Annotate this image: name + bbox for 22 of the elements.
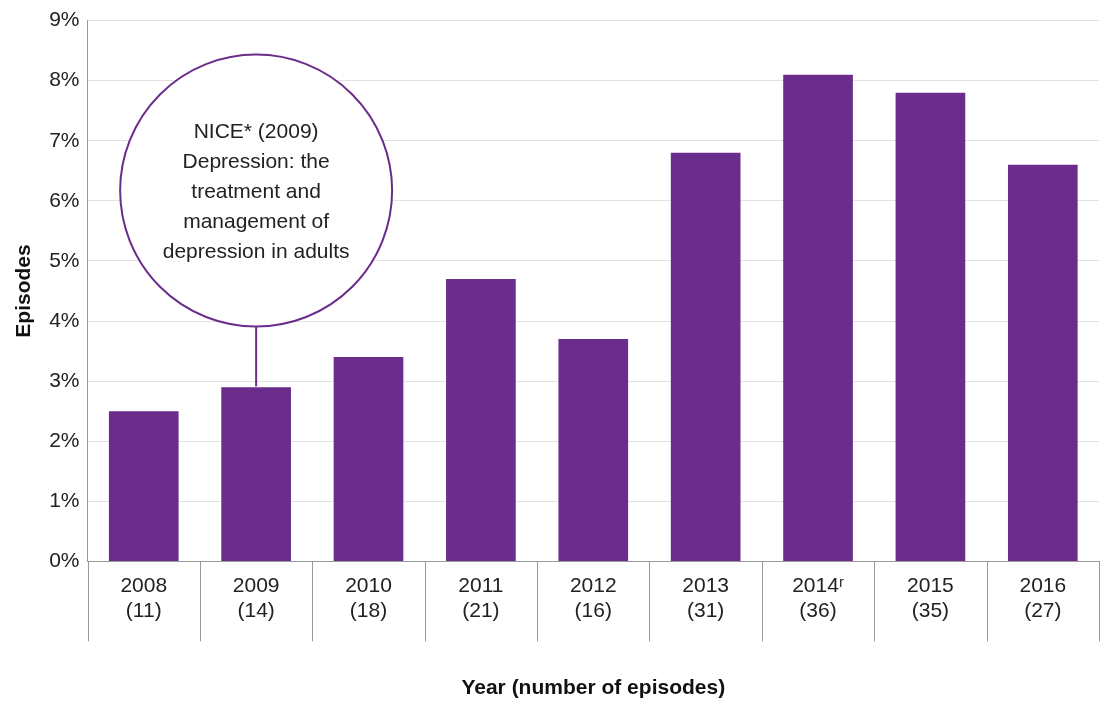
x-axis-title: Year (number of episodes) [461, 675, 726, 699]
x-tick-label: 2016 (27) [1019, 572, 1067, 621]
x-tick-label: 2012 (16) [569, 572, 617, 621]
x-tick-label: 2014ʳ (36) [792, 572, 844, 621]
x-tick-label: 2013 (31) [682, 572, 730, 621]
y-tick-label: 5% [49, 247, 80, 271]
x-tick-label: 2009 (14) [232, 572, 280, 621]
y-tick-label: 4% [49, 307, 80, 331]
x-tick-label: 2008 (11) [120, 572, 168, 621]
x-tick-label: 2015 (35) [907, 572, 954, 621]
annotation: NICE* (2009) Depression: the treatment and management of depression in adults [161, 117, 351, 264]
y-axis-title: Episodes [11, 244, 35, 338]
y-tick-label: 3% [49, 367, 80, 391]
y-tick-label: 1% [49, 488, 80, 512]
x-tick-label: 2010 (18) [345, 572, 392, 621]
y-tick-label: 9% [49, 7, 80, 31]
y-tick-label: 8% [49, 67, 80, 91]
y-tick-label: 6% [49, 187, 80, 211]
y-tick-label: 0% [49, 548, 80, 572]
y-tick-label: 2% [49, 428, 80, 452]
y-tick-label: 7% [49, 127, 80, 151]
x-tick-label: 2011 (21) [458, 572, 504, 621]
